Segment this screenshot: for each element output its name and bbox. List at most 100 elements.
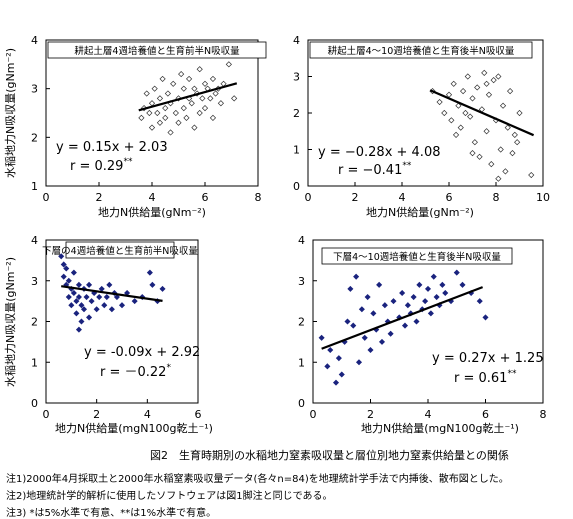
x-tick-label: 6 [202,191,209,204]
data-point [231,95,238,102]
data-point [469,95,476,102]
data-point [324,363,331,370]
data-point [156,95,164,102]
data-point [86,281,93,288]
data-point [196,66,203,73]
data-point [186,75,193,83]
data-point [75,294,82,301]
data-point [78,318,85,325]
x-tick-label: 6 [446,191,453,204]
data-point [164,90,171,97]
y-tick-label: 3 [31,83,38,96]
data-point [413,318,420,325]
correlation-label: r = －0.22* [100,363,171,380]
data-point [452,131,460,138]
data-point [63,265,70,272]
significance-mark: ** [123,157,133,167]
data-point [149,281,156,288]
data-point [441,109,448,117]
data-point [481,69,488,76]
figure-note-2: 注2)地理統計学的解析に使用したソフトウェアは図1脚注と同じである。 [6,491,333,502]
data-point [404,302,411,309]
data-point [83,294,90,301]
x-tick-label: 4 [425,408,432,421]
regression-equation: y = −0.28x + 4.08 [318,145,440,160]
data-point [159,75,166,83]
data-point [416,281,423,288]
correlation-label: r = 0.61** [454,369,517,386]
data-point [65,294,72,301]
data-point [146,269,153,276]
data-point [476,153,483,160]
y-tick-label: 0 [31,397,38,410]
x-tick-label: 0 [43,408,50,421]
regression-equation: y = 0.15x + 2.03 [56,140,168,155]
data-point [355,359,363,366]
y-tick-label: 1 [298,356,305,369]
data-point [60,261,67,268]
data-point [201,105,209,112]
data-point [106,281,113,288]
data-point [131,298,138,305]
data-point [467,113,474,120]
data-point [436,98,443,106]
y-tick-label: 1 [31,356,38,369]
data-point [460,88,467,95]
x-tick-label: 2 [367,408,374,421]
y-tick-label: 3 [31,275,38,288]
data-point [361,334,368,341]
y-tick-label: 0 [298,397,305,410]
data-point [191,124,198,131]
data-point [318,334,325,341]
regression-equation: y = 0.27x + 1.25 [432,351,544,366]
data-point [347,285,354,292]
x-axis-label: 地力N供給量(gNm⁻²) [366,205,474,219]
plot-area-frame [45,239,199,404]
correlation-label: r = 0.29** [70,157,133,174]
data-point [148,124,156,131]
panel-title-box [47,41,267,59]
y-tick-label: 4 [31,234,38,247]
data-point [488,161,495,168]
data-point [78,302,85,309]
data-point [448,117,455,124]
chart-panel-1: 0 2 4 6 8 1 2 3 4 耕起土層4週培養値と生育前半N吸収量 y = 0.15x + 2… [4,34,267,219]
data-point [476,298,483,305]
panel-title-box [65,241,175,259]
data-point [482,314,489,321]
data-point [495,175,502,182]
data-point [450,80,457,87]
panel-title: 耕起土層4週培養値と生育前半N吸収量 [74,45,240,57]
data-point [442,289,449,296]
data-point [335,355,342,362]
data-point [427,310,434,317]
data-point [433,294,440,301]
data-point [358,306,365,313]
y-tick-label: 3 [293,71,300,84]
y-tick-label: 1 [293,144,300,157]
data-point [455,102,462,109]
x-axis-label: 地力N供給量(gNm⁻²) [98,205,206,219]
data-point [146,109,153,117]
chart-panel-2: 0 2 4 6 8 10 0 1 2 3 4 耕起土層4～10週培養値と生育後半N吸収量 y = −0.… [293,34,550,219]
y-axis-label: 水稲地力N吸収量(gNm⁻²) [4,48,17,178]
significance-mark: ** [402,161,412,171]
y-tick-label: 2 [31,316,38,329]
x-tick-label: 4 [149,191,156,204]
data-point [103,294,110,301]
x-axis-label: 地力N供給量(mgN100g乾土⁻¹) [55,421,213,435]
data-point [172,109,179,117]
x-tick-label: 0 [43,191,50,204]
data-point [353,273,360,280]
data-point [96,294,103,301]
data-point [217,100,224,107]
data-point [327,347,334,354]
data-point [156,119,164,126]
y-tick-label: 2 [298,316,305,329]
data-point [516,109,523,117]
data-point [338,371,345,378]
plot-area-frame [307,39,544,187]
panel-title-box [309,41,533,59]
y-tick-label: 1 [31,180,38,193]
data-point [507,88,514,95]
